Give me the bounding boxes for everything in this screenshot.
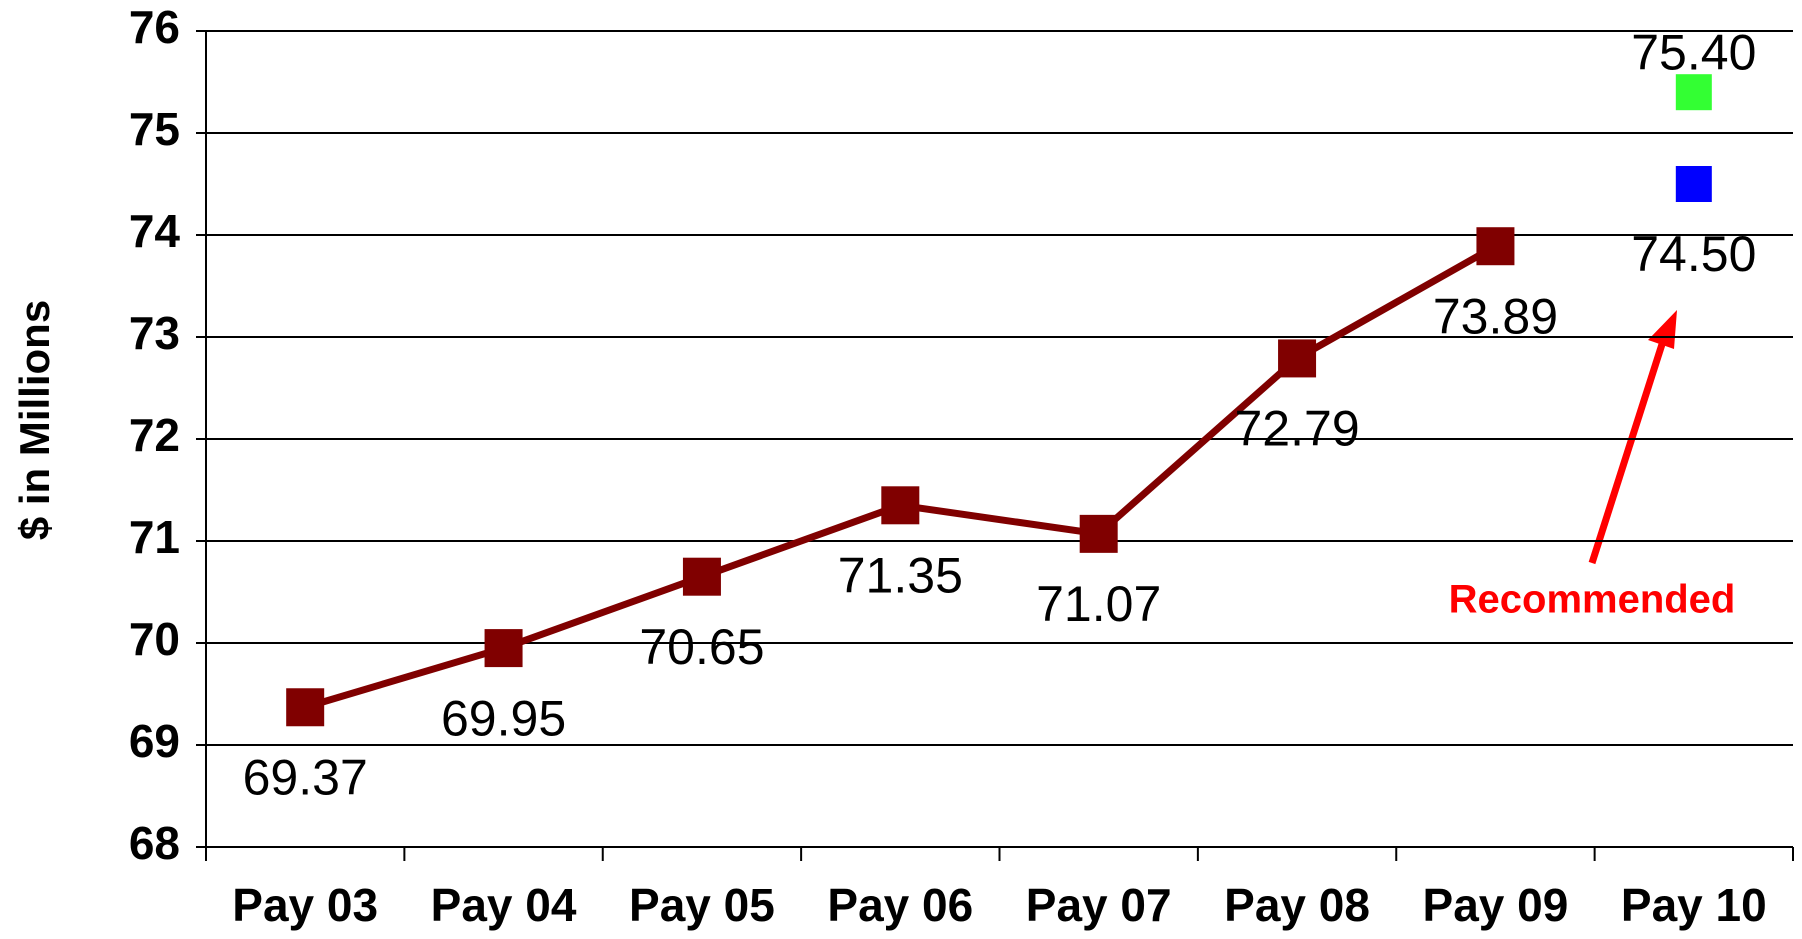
- y-tick-label: 68: [129, 817, 180, 869]
- marker: [286, 688, 325, 727]
- data-label: 72.79: [1235, 401, 1360, 457]
- data-label: 69.37: [243, 749, 368, 805]
- y-tick-label: 69: [129, 715, 180, 767]
- marker: [1675, 74, 1712, 111]
- marker: [682, 557, 721, 596]
- y-tick-label: 70: [129, 613, 180, 665]
- x-tick-label: Pay 07: [1026, 879, 1172, 931]
- x-tick-label: Pay 09: [1423, 879, 1569, 931]
- marker: [1675, 166, 1712, 202]
- data-label: 73.89: [1433, 288, 1558, 344]
- marker: [1278, 339, 1317, 378]
- y-tick-label: 71: [129, 511, 180, 563]
- x-tick-label: Pay 05: [629, 879, 775, 931]
- x-tick-label: Pay 08: [1224, 879, 1370, 931]
- data-label: 71.35: [838, 548, 963, 604]
- y-tick-label: 75: [129, 103, 180, 155]
- marker: [484, 629, 523, 668]
- y-tick-label: 72: [129, 409, 180, 461]
- x-tick-label: Pay 10: [1621, 879, 1767, 931]
- arrow-head: [1648, 310, 1677, 349]
- data-label: 70.65: [639, 619, 764, 675]
- marker: [1079, 514, 1118, 553]
- y-tick-label: 76: [129, 1, 180, 53]
- y-tick-label: 73: [129, 307, 180, 359]
- x-tick-label: Pay 06: [827, 879, 973, 931]
- data-label: 69.95: [441, 690, 566, 746]
- data-label: 71.07: [1036, 576, 1161, 632]
- marker: [881, 486, 920, 525]
- annotation: Recommended: [1449, 578, 1736, 622]
- series-line: [304, 243, 1498, 711]
- y-axis-label: $ in Millions: [11, 300, 58, 540]
- data-label: 75.40: [1631, 24, 1756, 80]
- x-tick-label: Pay 04: [431, 879, 577, 931]
- x-tick-label: Pay 03: [232, 879, 378, 931]
- data-label: 74.50: [1631, 226, 1756, 282]
- arrow-shaft: [1588, 336, 1668, 565]
- y-tick-label: 74: [129, 205, 181, 257]
- marker: [1476, 227, 1515, 266]
